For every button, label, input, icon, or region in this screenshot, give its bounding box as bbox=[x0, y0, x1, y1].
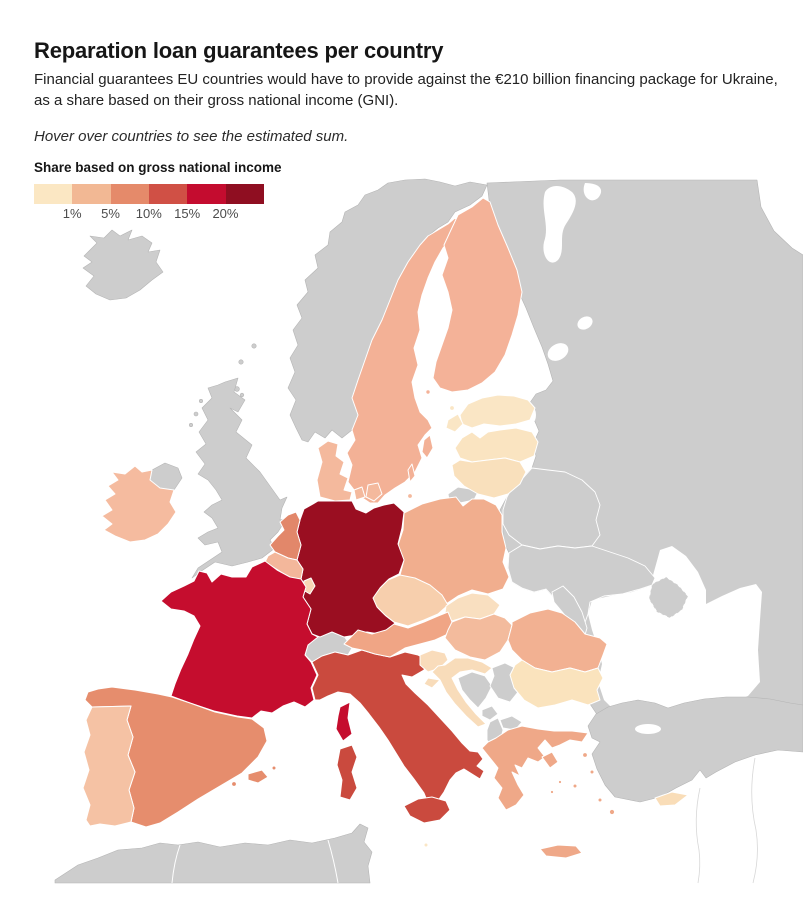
country-croatia[interactable] bbox=[423, 657, 493, 728]
legend: Share based on gross national income 1% … bbox=[34, 160, 334, 221]
legend-swatch bbox=[225, 184, 264, 204]
legend-swatch bbox=[110, 184, 149, 204]
country-portugal[interactable] bbox=[82, 705, 136, 827]
legend-swatch bbox=[72, 184, 111, 204]
country-latvia[interactable] bbox=[454, 427, 539, 463]
country-estonia[interactable] bbox=[445, 394, 536, 433]
aegean-island bbox=[597, 797, 603, 803]
legend-swatches bbox=[34, 184, 264, 204]
faroe-islands bbox=[239, 392, 245, 398]
island-sardinia bbox=[336, 744, 358, 801]
white-sea bbox=[543, 186, 576, 263]
legend-swatch bbox=[148, 184, 188, 204]
country-czechia[interactable] bbox=[372, 574, 449, 627]
island-mallorca bbox=[247, 769, 269, 784]
country-united-kingdom bbox=[191, 377, 288, 579]
legend-ticks: 1% 5% 10% 15% 20% bbox=[34, 206, 334, 221]
legend-tick: 5% bbox=[101, 206, 120, 221]
black-sea bbox=[588, 546, 762, 716]
island-funen bbox=[353, 486, 366, 501]
shetland-islands bbox=[251, 343, 257, 349]
island-oland bbox=[407, 463, 416, 483]
legend-title: Share based on gross national income bbox=[34, 160, 282, 175]
country-france[interactable] bbox=[160, 560, 353, 742]
country-finland[interactable] bbox=[425, 197, 523, 395]
region-crimea bbox=[648, 576, 689, 619]
country-turkey bbox=[587, 696, 803, 803]
sea-of-marmara bbox=[635, 724, 661, 734]
island-crete bbox=[539, 844, 583, 859]
legend-tick: 10% bbox=[135, 206, 162, 221]
country-italy[interactable] bbox=[311, 649, 485, 824]
island-gotland bbox=[421, 434, 434, 459]
island-zealand bbox=[365, 482, 383, 502]
description: Financial guarantees EU countries would … bbox=[34, 71, 778, 109]
country-iceland bbox=[82, 229, 164, 301]
aland-islands bbox=[425, 389, 431, 395]
levant-coastline bbox=[695, 787, 701, 884]
country-lithuania[interactable] bbox=[451, 457, 527, 499]
country-bulgaria[interactable] bbox=[509, 659, 604, 709]
country-greece[interactable] bbox=[481, 725, 616, 859]
legend-swatch bbox=[187, 184, 226, 204]
country-denmark[interactable] bbox=[316, 440, 413, 502]
island-ibiza bbox=[231, 781, 237, 787]
algeria-tunisia-border bbox=[327, 839, 339, 884]
country-bosnia bbox=[457, 671, 493, 709]
country-ukraine bbox=[507, 544, 656, 631]
country-spain[interactable] bbox=[84, 686, 277, 828]
country-hungary[interactable] bbox=[444, 613, 513, 661]
aegean-island bbox=[582, 752, 588, 758]
island-saaremaa bbox=[445, 413, 464, 433]
aegean-island bbox=[589, 769, 595, 775]
hover-note: Hover over countries to see the estimate… bbox=[34, 128, 349, 145]
aegean-island bbox=[557, 779, 563, 785]
hebrides bbox=[193, 411, 199, 417]
aegean-island bbox=[572, 783, 578, 789]
aegean-island bbox=[549, 789, 555, 795]
island-menorca bbox=[271, 765, 277, 771]
page-title: Reparation loan guarantees per country bbox=[34, 38, 444, 63]
orkney-islands bbox=[238, 359, 244, 365]
legend-swatch bbox=[34, 184, 73, 204]
country-malta[interactable] bbox=[423, 842, 429, 848]
morocco-algeria-border bbox=[171, 844, 181, 884]
country-montenegro bbox=[481, 705, 499, 721]
hebrides bbox=[189, 422, 194, 427]
hebrides bbox=[199, 398, 204, 403]
island-sicily bbox=[403, 796, 451, 824]
levant-border bbox=[751, 757, 758, 884]
lake-onega bbox=[577, 316, 593, 330]
country-north-macedonia bbox=[499, 715, 523, 731]
country-netherlands[interactable] bbox=[269, 511, 302, 561]
legend-tick: 15% bbox=[174, 206, 201, 221]
region-north-africa bbox=[54, 823, 373, 884]
island-rhodes bbox=[608, 808, 616, 816]
island-hiiumaa bbox=[449, 405, 455, 411]
country-cyprus[interactable] bbox=[654, 791, 689, 807]
island-corsica bbox=[335, 701, 353, 742]
country-ireland[interactable] bbox=[101, 465, 177, 543]
lake-ladoga bbox=[547, 343, 569, 361]
country-belarus bbox=[502, 467, 601, 550]
island-bornholm bbox=[407, 493, 413, 499]
barents-inlet bbox=[583, 183, 602, 201]
legend-tick: 20% bbox=[212, 206, 239, 221]
island-euboea bbox=[541, 751, 559, 769]
legend-tick: 1% bbox=[62, 206, 82, 221]
